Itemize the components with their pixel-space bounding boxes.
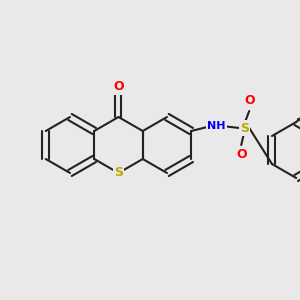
Text: S: S — [114, 167, 123, 179]
Text: O: O — [236, 148, 247, 161]
Text: O: O — [244, 94, 255, 107]
Text: NH: NH — [207, 121, 226, 131]
Text: S: S — [240, 122, 249, 134]
Text: O: O — [113, 80, 124, 94]
